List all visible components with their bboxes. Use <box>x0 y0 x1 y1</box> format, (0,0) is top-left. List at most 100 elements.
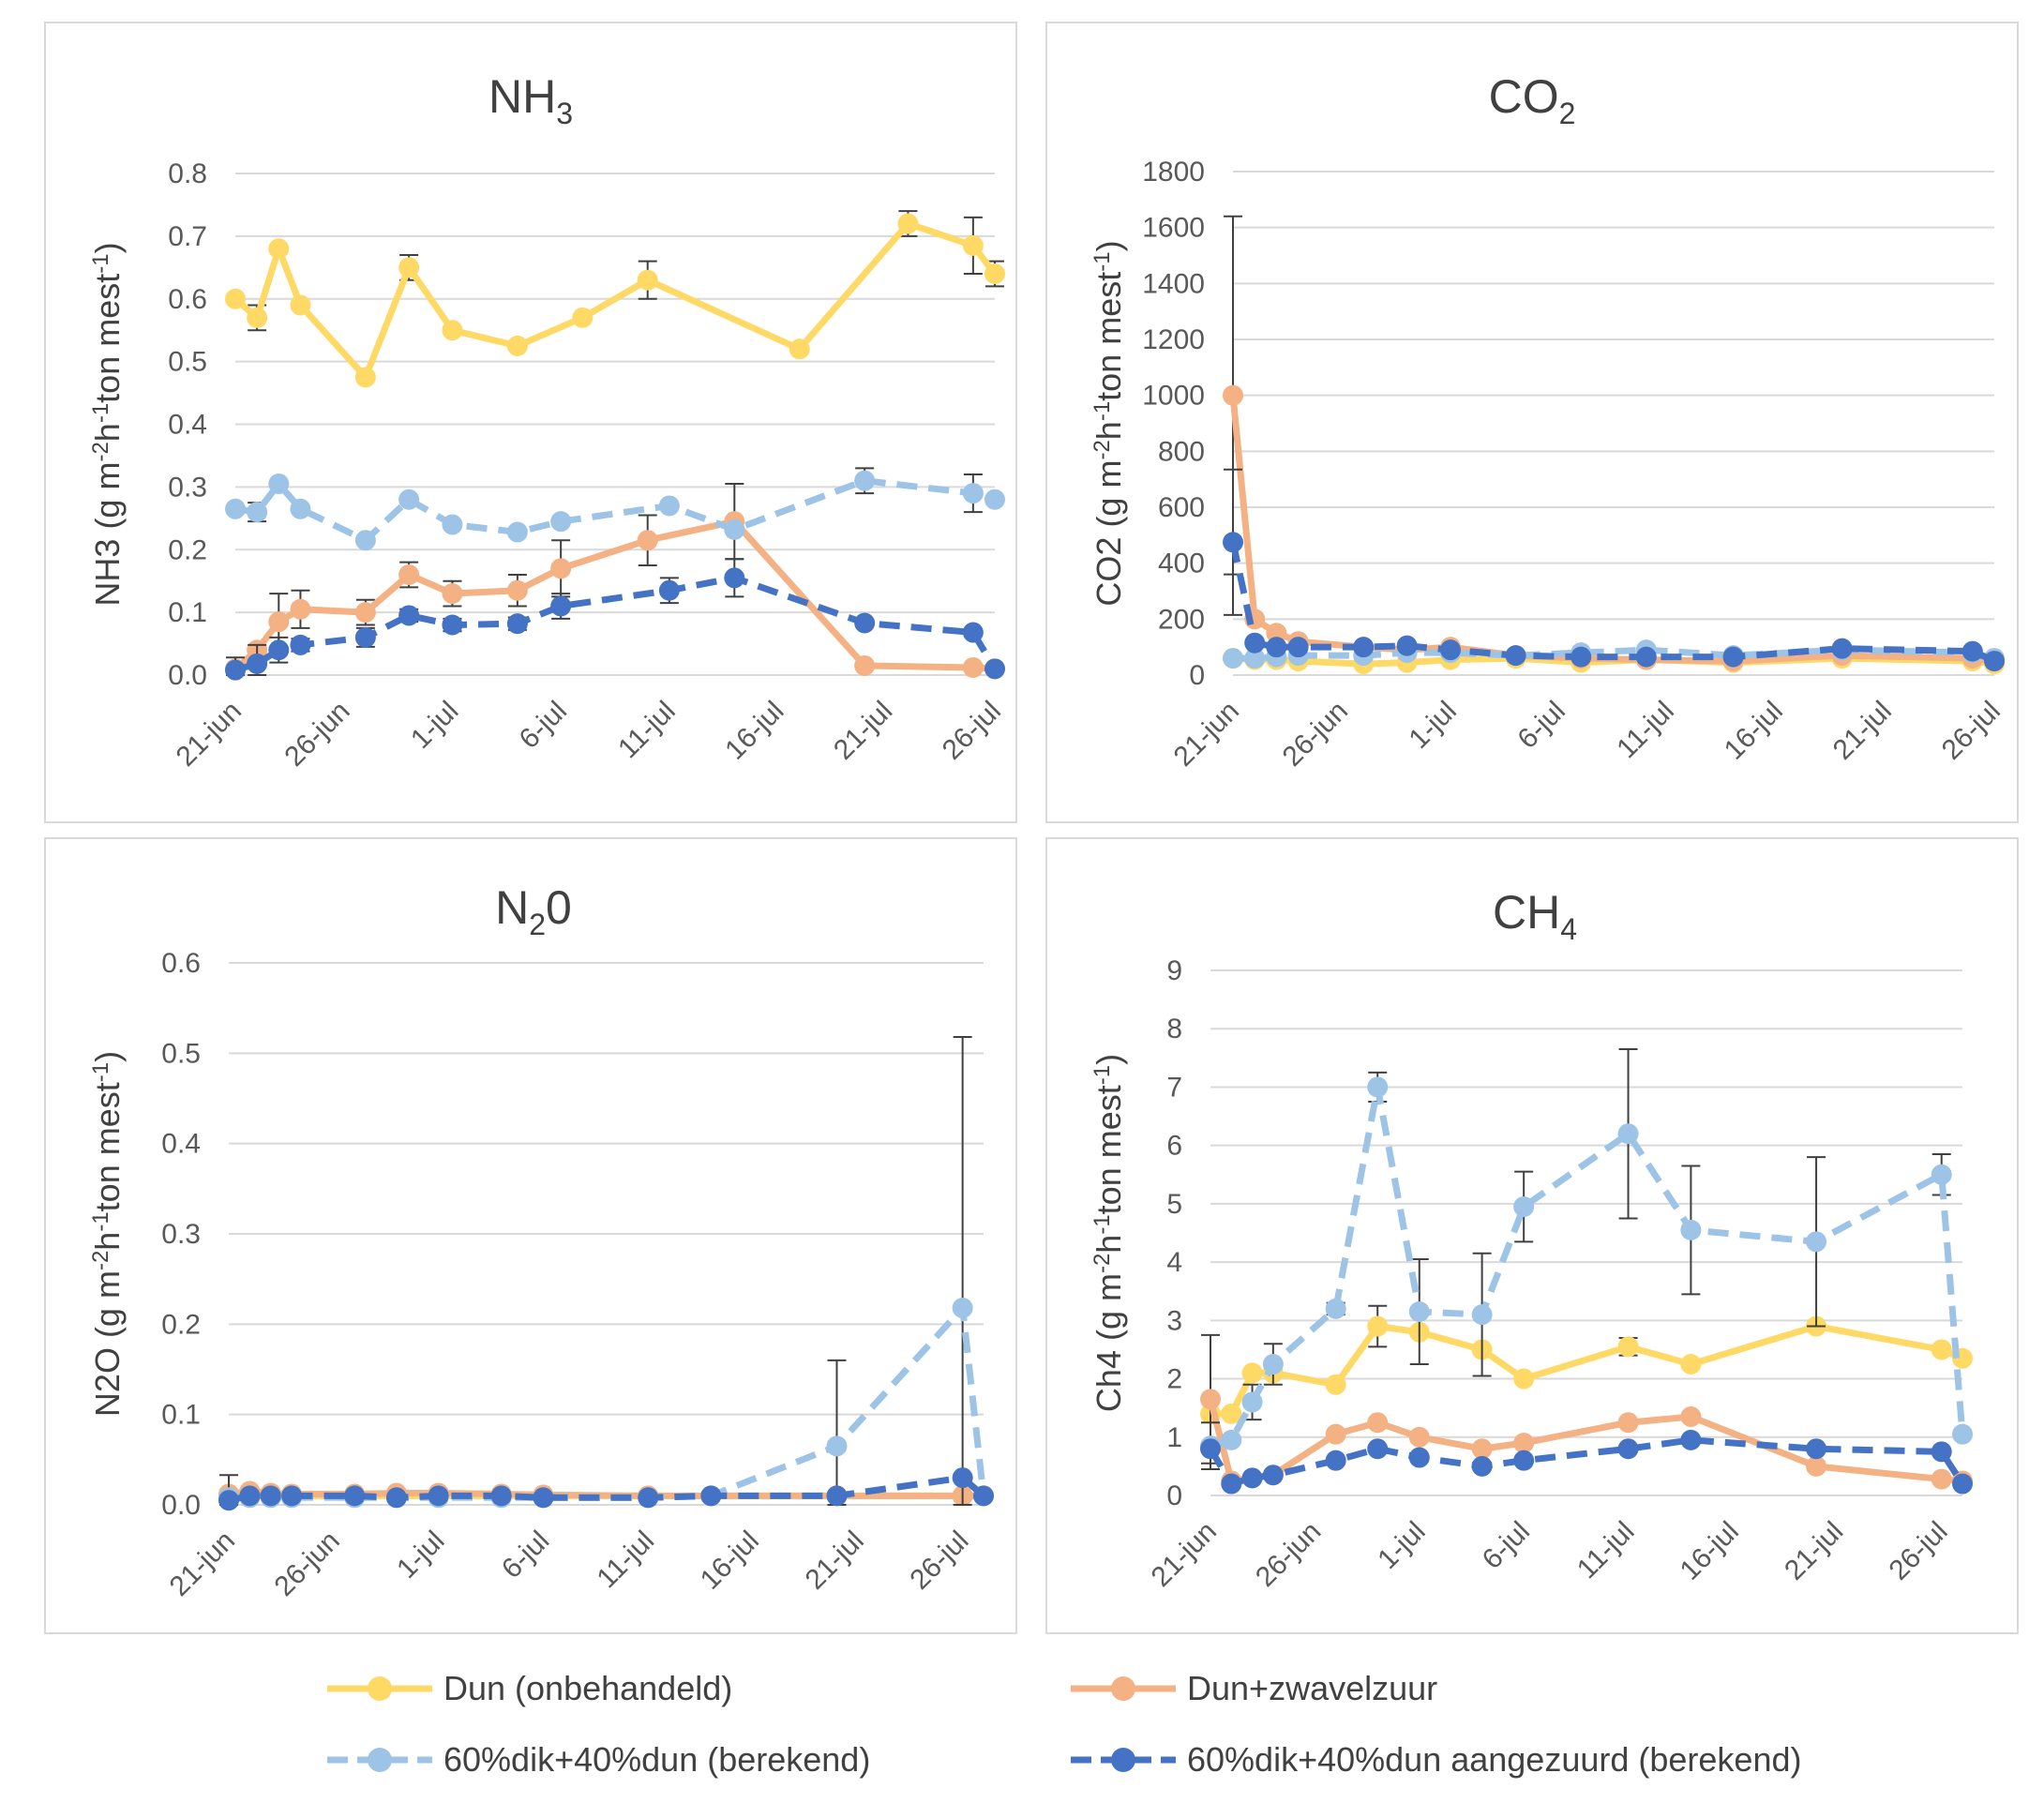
legend-label-dun: Dun (onbehandeld) <box>443 1669 733 1707</box>
data-point <box>354 530 376 551</box>
x-tick-label: 11-jul <box>612 696 682 765</box>
data-point <box>290 294 311 316</box>
data-point <box>1262 1354 1284 1375</box>
legend: Dun (onbehandeld) Dun+zwavelzuur 60%dik+… <box>0 1650 2044 1800</box>
x-tick-label: 6-jul <box>1477 1516 1536 1575</box>
data-point <box>290 634 311 655</box>
data-point <box>1221 1403 1242 1424</box>
series-dik <box>225 467 1005 551</box>
y-tick-label: 0.4 <box>168 410 207 441</box>
data-point <box>1984 651 2005 672</box>
data-point <box>1617 1123 1639 1145</box>
data-point <box>290 498 311 519</box>
x-tick-label: 26-jul <box>1936 696 2006 766</box>
y-tick-label: 1400 <box>1142 268 1205 299</box>
x-tick-label: 21-jun <box>1146 1516 1223 1593</box>
y-axis-label: CO2 (g m-2h-1ton mest-1) <box>1090 240 1128 606</box>
legend-marker-dun <box>327 1676 432 1701</box>
series-dik <box>1200 1048 1973 1470</box>
x-tick-label: 16-jul <box>1675 1516 1745 1586</box>
data-point <box>1806 1438 1827 1460</box>
x-tick-label: 21-jul <box>800 1525 870 1596</box>
y-tick-label: 7 <box>1166 1072 1182 1103</box>
y-tick-label: 0.8 <box>168 158 207 189</box>
data-point <box>344 1485 366 1507</box>
data-point <box>490 1485 512 1507</box>
legend-item-dun: Dun (onbehandeld) <box>323 1669 732 1708</box>
data-point <box>239 1485 261 1507</box>
series-line <box>1207 1398 1963 1484</box>
data-point <box>1266 637 1287 658</box>
y-tick-label: 0.1 <box>161 1400 201 1431</box>
chart-title: NH3 <box>488 70 573 130</box>
x-tick-label: 21-jul <box>828 696 898 766</box>
data-point <box>1223 384 1243 406</box>
y-tick-label: 0.5 <box>168 347 207 378</box>
y-tick-label: 800 <box>1158 436 1205 467</box>
data-point <box>398 488 420 510</box>
x-tick-label: 26-jun <box>278 696 355 773</box>
data-point <box>1635 646 1657 668</box>
data-point <box>398 257 420 278</box>
data-point <box>1617 1438 1639 1460</box>
data-point <box>1931 1164 1952 1185</box>
y-tick-label: 3 <box>1166 1305 1182 1336</box>
data-point <box>260 1485 281 1507</box>
y-tick-label: 400 <box>1158 548 1205 579</box>
data-point <box>1680 1429 1702 1450</box>
x-tick-label: 11-jul <box>592 1525 661 1595</box>
data-point <box>789 338 810 360</box>
data-point <box>290 598 311 620</box>
data-point <box>1513 1368 1535 1390</box>
data-point <box>281 1485 303 1507</box>
y-tick-label: 200 <box>1158 604 1205 635</box>
series-zwavel <box>1223 215 2005 672</box>
data-point <box>962 622 984 643</box>
x-tick-label: 26-jun <box>1277 696 1354 773</box>
data-point <box>962 234 984 256</box>
series-line <box>229 1304 987 1501</box>
chart-title: CH4 <box>1493 886 1577 946</box>
chart-panel-n2o: N20 0.0 0.1 0.2 0.3 0.4 0.5 0.6 21-jun 26-jun 1-ju… <box>44 837 1017 1634</box>
data-point <box>826 1485 848 1507</box>
x-tick-label: 26-jul <box>937 696 1007 766</box>
data-point <box>225 498 246 519</box>
data-point <box>1513 1196 1535 1217</box>
data-point <box>354 626 376 648</box>
data-point <box>1505 645 1526 667</box>
y-tick-label: 0.4 <box>161 1129 201 1160</box>
data-point <box>268 639 290 661</box>
y-tick-label: 0.2 <box>168 534 207 565</box>
legend-item-zwavel: Dun+zwavelzuur <box>1067 1669 1437 1708</box>
x-tick-label: 21-jun <box>164 1525 241 1602</box>
data-point <box>268 473 290 495</box>
chart-panel-ch4: CH4 0 1 2 3 4 5 6 7 8 9 21-jun 26-jun 1-jul 6-jul 11-ju… <box>1045 837 2019 1634</box>
data-point <box>1200 1438 1221 1460</box>
data-point <box>1244 648 1266 669</box>
data-point <box>1931 1441 1952 1463</box>
data-point <box>398 605 420 626</box>
y-tick-label: 2 <box>1166 1364 1182 1395</box>
y-tick-label: 0.3 <box>161 1219 201 1250</box>
x-tick-label: 11-jul <box>1571 1516 1641 1585</box>
y-tick-label: 0.3 <box>168 472 207 503</box>
series-line <box>1210 1323 1964 1418</box>
data-point <box>1408 1447 1430 1468</box>
y-tick-label: 600 <box>1158 492 1205 523</box>
data-point <box>442 583 463 605</box>
data-point <box>247 502 268 523</box>
data-point <box>1680 1406 1702 1427</box>
y-tick-label: 5 <box>1166 1189 1182 1220</box>
series-dun <box>225 210 1005 388</box>
data-point <box>1440 639 1461 661</box>
data-point <box>854 470 876 491</box>
data-point <box>247 653 268 674</box>
y-tick-label: 0.0 <box>161 1490 201 1521</box>
data-point <box>952 1467 973 1489</box>
y-tick-label: 0.1 <box>168 597 207 628</box>
data-point <box>550 511 572 533</box>
data-point <box>637 269 658 291</box>
legend-label-dik: 60%dik+40%dun (berekend) <box>443 1740 871 1779</box>
x-tick-label: 21-jun <box>171 696 248 773</box>
data-point <box>962 656 984 678</box>
